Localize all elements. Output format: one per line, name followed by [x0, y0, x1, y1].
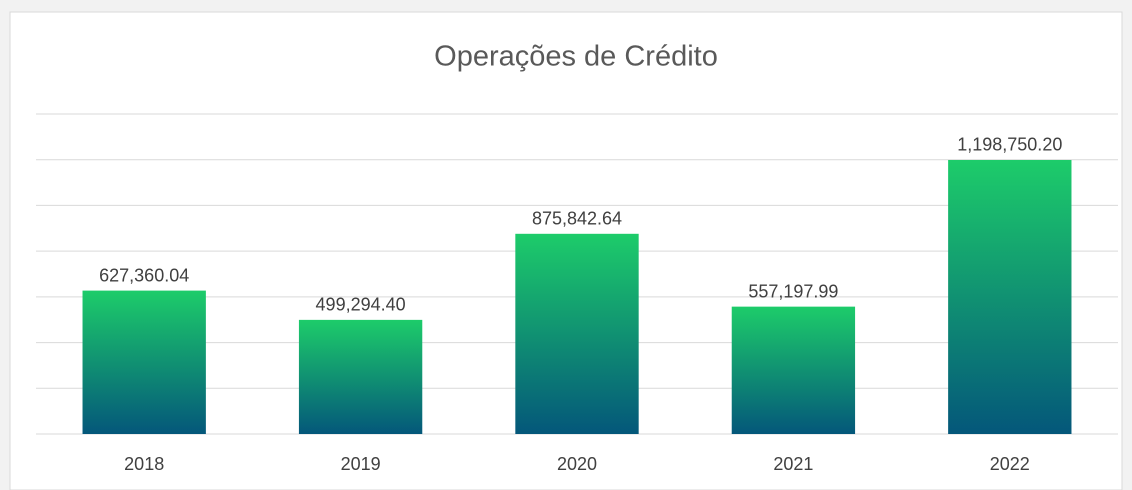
x-tick-label: 2018	[124, 454, 164, 474]
data-label: 499,294.40	[316, 295, 406, 315]
bar	[948, 159, 1072, 435]
data-label: 1,198,750.20	[957, 135, 1062, 155]
bar	[82, 290, 206, 434]
chart-title: Operações de Crédito	[434, 41, 718, 73]
bar	[731, 306, 856, 434]
bar	[515, 233, 639, 434]
x-tick-label: 2022	[990, 454, 1030, 474]
data-label: 557,197.99	[748, 281, 838, 301]
bar	[298, 319, 423, 434]
x-tick-label: 2021	[773, 454, 813, 474]
x-tick-label: 2020	[557, 454, 597, 474]
data-label: 875,842.64	[532, 209, 622, 229]
data-label: 627,360.04	[99, 265, 189, 285]
x-tick-label: 2019	[341, 454, 381, 474]
